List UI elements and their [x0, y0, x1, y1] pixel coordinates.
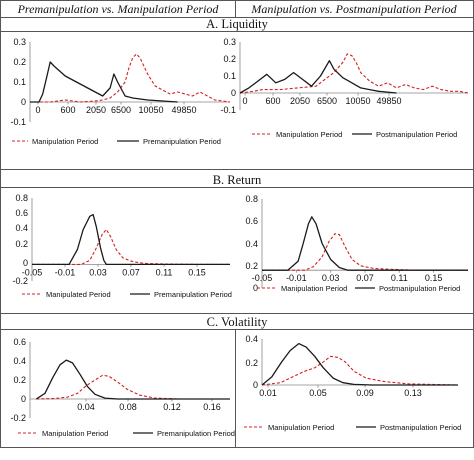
legend-label: Manipulation Period: [42, 429, 108, 438]
y-tick-label: 0.3: [223, 37, 236, 47]
x-tick-label: 0.15: [425, 273, 443, 283]
y-tick-label: 0.1: [13, 77, 26, 87]
series-line: [30, 61, 178, 103]
y-tick-label: 0: [21, 97, 26, 107]
y-tick-label: 0.6: [13, 337, 26, 347]
panel-title-volatility: C. Volatility: [207, 315, 268, 329]
x-tick-label: 0.03: [89, 267, 107, 277]
y-tick-label: 0.4: [245, 239, 258, 249]
y-tick-label: -0.2: [10, 413, 26, 423]
figure-frame: [0, 0, 474, 448]
panel-title-return: B. Return: [213, 173, 262, 187]
y-tick-label: 0.8: [245, 194, 258, 204]
panel-title-liquidity: A. Liquidity: [206, 17, 269, 31]
y-tick-label: 0.3: [13, 37, 26, 47]
x-tick-label: 0.01: [259, 388, 277, 398]
legend-label: Manipulation Period: [32, 137, 98, 146]
series-line: [262, 216, 468, 271]
y-tick-label: 0: [231, 88, 236, 98]
x-tick-label: 0.05: [309, 388, 327, 398]
y-tick-label: 0.4: [15, 223, 28, 233]
x-tick-label: 600: [60, 105, 75, 115]
y-tick-label: 0.2: [13, 57, 26, 67]
y-tick-label: 0.2: [223, 54, 236, 64]
series-line: [261, 355, 459, 386]
y-tick-label: 0.4: [13, 356, 26, 366]
y-tick-label: 0: [21, 394, 26, 404]
y-tick-label: -0.2: [242, 0, 258, 2]
y-tick-label: 0: [253, 380, 258, 390]
series-line: [239, 60, 397, 94]
x-tick-label: 2050: [86, 105, 106, 115]
y-tick-label: 0.6: [15, 208, 28, 218]
series-line: [32, 213, 230, 266]
column-header-right: Manipulation vs. Postmanipulation Period: [250, 2, 457, 16]
x-tick-label: 600: [265, 96, 280, 106]
x-tick-label: -0.05: [252, 273, 273, 283]
legend-label: Postmanipulation Period: [380, 423, 461, 432]
x-tick-label: 6500: [111, 105, 131, 115]
x-tick-label: 49850: [171, 105, 196, 115]
x-tick-label: 0.08: [119, 402, 137, 412]
x-tick-label: -0.01: [286, 273, 307, 283]
y-tick-label: 0.8: [15, 193, 28, 203]
legend-label: Premanipulation Period: [143, 137, 221, 146]
legend-label: Premanipulation Period: [157, 429, 235, 438]
y-tick-label: -0.1: [220, 105, 236, 115]
y-tick-label: -0.1: [10, 117, 26, 127]
column-header-left: Premanipulation vs. Manipulation Period: [17, 2, 220, 16]
x-tick-label: 0.11: [156, 267, 173, 277]
series-line: [36, 374, 230, 400]
series-line: [239, 53, 469, 94]
y-tick-label: 0: [23, 258, 28, 268]
x-tick-label: 6500: [317, 96, 337, 106]
x-tick-label: 49850: [376, 96, 401, 106]
legend-label: Manipulation Period: [281, 284, 347, 293]
y-tick-label: 0.2: [15, 239, 28, 249]
series-line: [262, 233, 468, 271]
x-tick-label: 0.16: [203, 402, 221, 412]
y-tick-label: 0.2: [245, 358, 258, 368]
x-tick-label: 0.12: [163, 402, 181, 412]
y-tick-label: 0.6: [245, 216, 258, 226]
x-tick-label: 0.11: [391, 273, 408, 283]
x-tick-label: 0.07: [356, 273, 374, 283]
x-tick-label: 0.15: [188, 267, 206, 277]
y-tick-label: -0.2: [12, 276, 28, 286]
x-tick-label: 2050: [290, 96, 310, 106]
y-tick-label: 0.1: [223, 71, 236, 81]
y-tick-label: 0.2: [13, 375, 26, 385]
x-tick-label: 0.13: [404, 388, 422, 398]
legend-label: Manipulation Period: [276, 130, 342, 139]
legend-label: Manipulated Period: [46, 290, 111, 299]
x-tick-label: 0.04: [77, 402, 95, 412]
series-line: [32, 228, 230, 265]
series-line: [30, 53, 231, 103]
x-tick-label: -0.05: [22, 267, 43, 277]
y-tick-label: 0: [253, 283, 258, 293]
legend-label: Manipulation Period: [268, 423, 334, 432]
y-tick-label: 0.2: [245, 261, 258, 271]
x-tick-label: 0.09: [356, 388, 374, 398]
x-tick-label: 10050: [138, 105, 163, 115]
legend-label: Postmanipulation Period: [376, 130, 457, 139]
series-line: [35, 359, 230, 400]
series-line: [261, 342, 458, 386]
legend-label: Premanipulation Period: [154, 290, 232, 299]
x-tick-label: 10050: [345, 96, 370, 106]
y-tick-label: 0.4: [245, 334, 258, 344]
x-tick-label: 0: [242, 96, 247, 106]
legend-label: Postmanipulation Period: [379, 284, 460, 293]
x-tick-label: 0.07: [122, 267, 140, 277]
charts-layer: 0.3 0.2 0.1 0 -0.1 0 600 2050 6500 10050 49850 Mani…: [10, 0, 469, 438]
x-tick-label: 0: [35, 105, 40, 115]
x-tick-label: -0.01: [55, 267, 76, 277]
x-tick-label: 0.03: [322, 273, 340, 283]
